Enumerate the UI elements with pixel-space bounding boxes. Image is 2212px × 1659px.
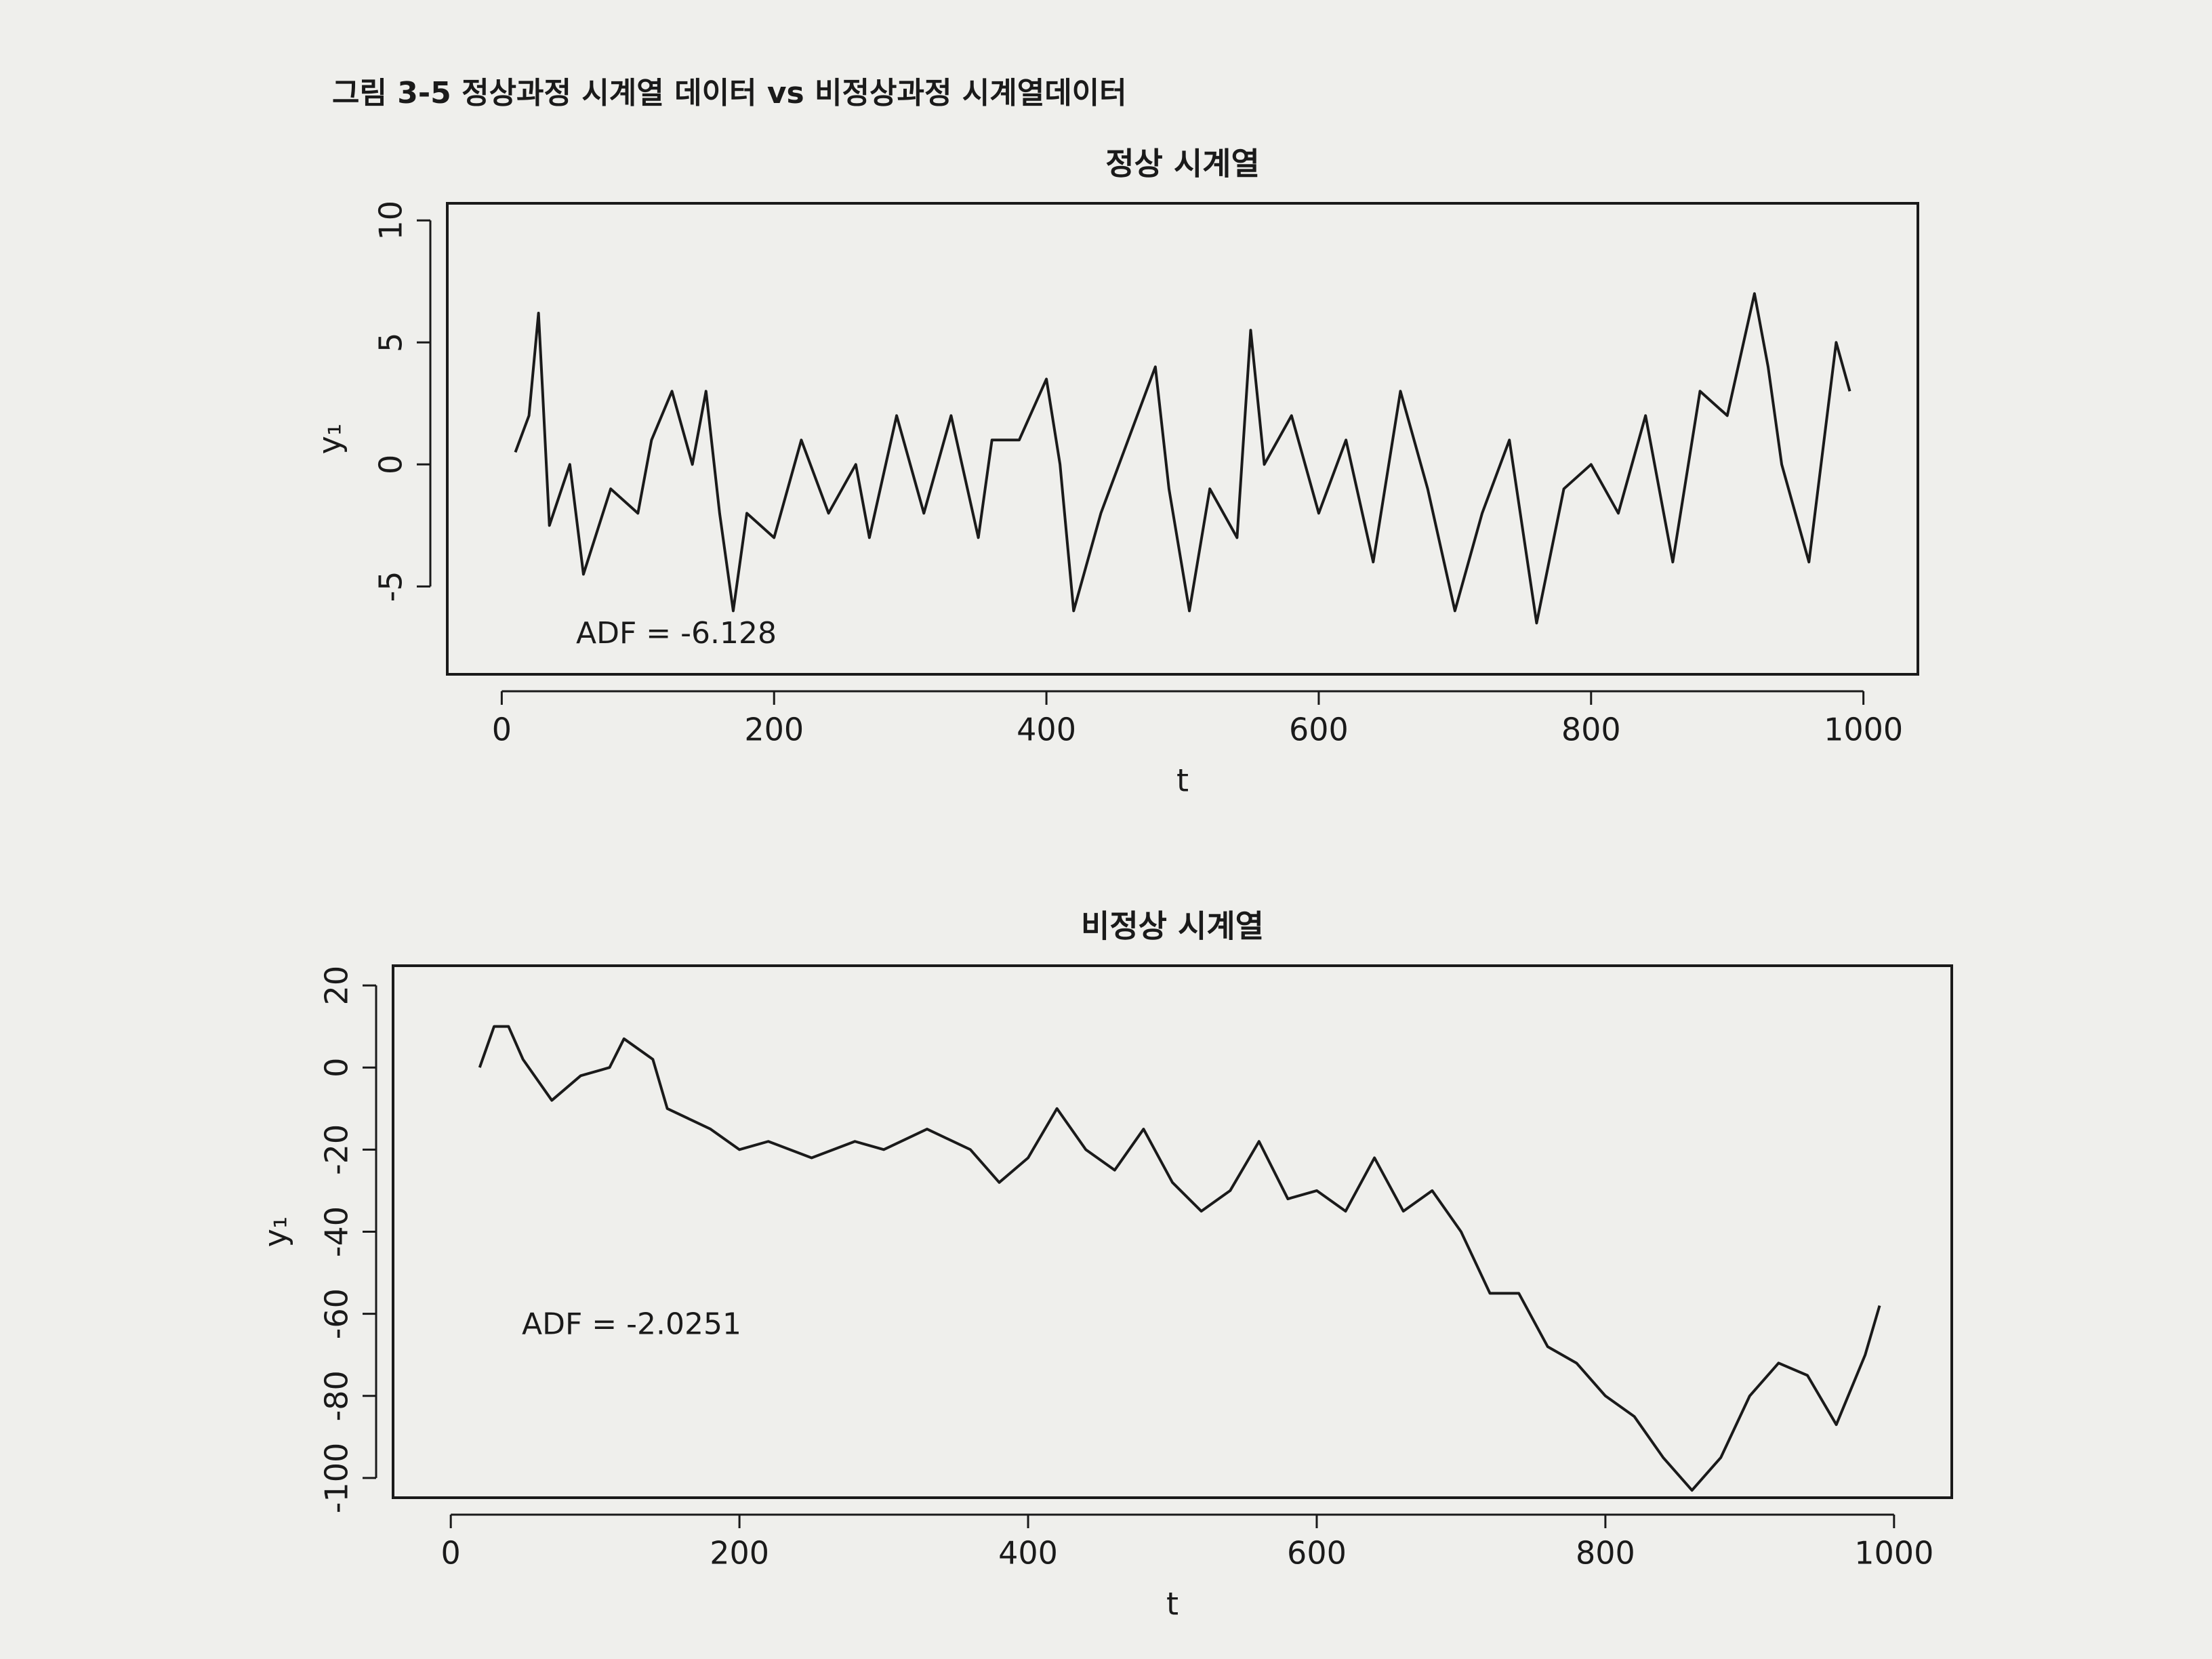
series-line [478,1025,1881,1492]
plot-frame [446,202,1919,676]
y-tick-label: -60 [319,1288,355,1339]
y-axis-label: y₁ [258,1216,294,1248]
y-tick-label: 0 [319,1058,355,1078]
y-tick-label: -20 [319,1124,355,1175]
x-tick-label: 600 [1289,712,1349,748]
x-tick-label: 200 [744,712,804,748]
y-tick-label: -100 [319,1443,355,1513]
chart-title: 정상 시계열 [1105,146,1260,182]
y-tick-label: -5 [373,571,409,602]
figure-caption: 그림 3-5 정상과정 시계열 데이터 vs 비정상과정 시계열데이터 [332,76,1127,110]
x-tick-label: 1000 [1824,712,1903,748]
chart-title: 비정상 시계열 [1081,908,1264,945]
x-tick-label: 800 [1561,712,1621,748]
y-tick-label: -80 [319,1370,355,1421]
series-line [514,292,1851,625]
x-tick-label: 800 [1576,1535,1635,1572]
x-tick-label: 1000 [1854,1535,1933,1572]
plot-frame [392,964,1953,1499]
y-tick-label: 0 [373,455,409,474]
y-tick-label: 20 [319,966,355,1006]
x-tick-label: 0 [492,712,512,748]
x-tick-label: 400 [1017,712,1076,748]
y-axis-label: y₁ [312,424,348,455]
y-tick-label: 10 [373,201,409,241]
x-axis-label: t [1166,1586,1179,1622]
y-tick-label: 5 [373,333,409,352]
x-tick-label: 400 [998,1535,1058,1572]
x-tick-label: 0 [441,1535,461,1572]
adf-annotation: ADF = -6.128 [576,616,777,651]
y-tick-label: -40 [319,1206,355,1257]
x-tick-label: 200 [710,1535,769,1572]
x-axis-label: t [1176,762,1189,799]
x-tick-label: 600 [1287,1535,1347,1572]
adf-annotation: ADF = -2.0251 [522,1307,741,1342]
